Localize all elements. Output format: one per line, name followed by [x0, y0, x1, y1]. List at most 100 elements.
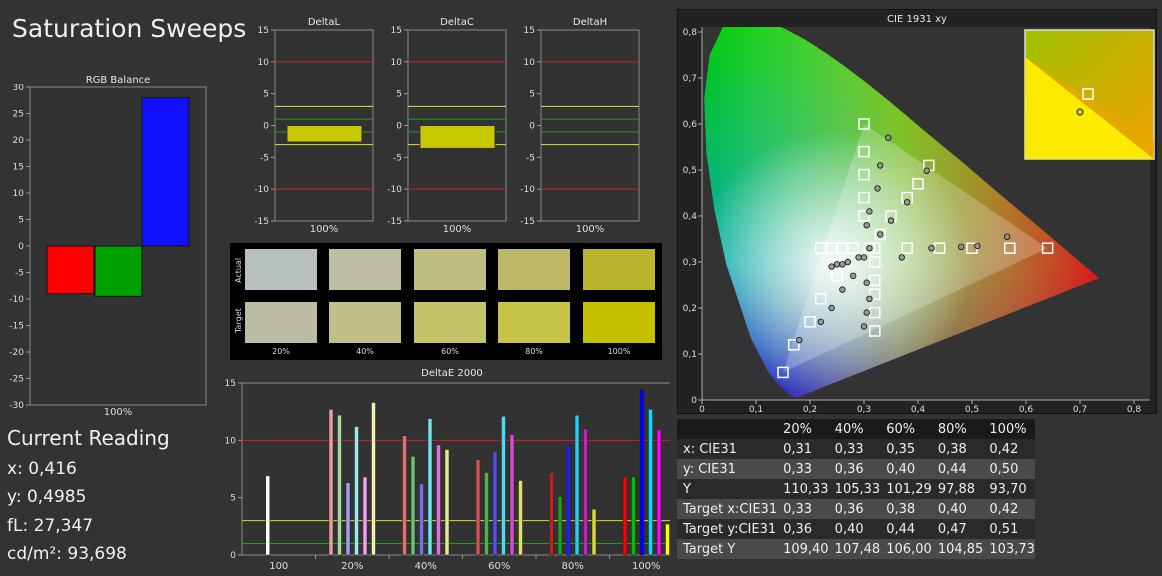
- deltae-bar: [648, 409, 653, 556]
- delta-y-tick-label: 0: [396, 122, 402, 132]
- deltae-chart: 15 10 5 0 100 20% 40% 60% 80% 100%: [225, 379, 670, 572]
- table-cell: 101,29: [880, 479, 932, 499]
- swatch-column-label: 40%: [356, 347, 374, 356]
- cie-target-marker: [901, 242, 913, 254]
- cie-actual-point: [876, 231, 884, 238]
- deltae-bar: [444, 449, 450, 556]
- deltae-title: DeltaE 2000: [421, 368, 483, 379]
- rgb-y-tick-label: 10: [13, 189, 25, 199]
- cie-target-marker: [858, 145, 870, 158]
- cie-actual-point: [866, 244, 873, 252]
- cie-target-marker: [1041, 242, 1054, 254]
- delta-y-tick-label: -10: [520, 185, 535, 195]
- cie-target-marker: [858, 210, 870, 222]
- cie-actual-point: [866, 208, 873, 215]
- cie-target-marker: [874, 228, 886, 241]
- deltae-bar: [518, 480, 523, 556]
- delta-y-tick-label: 15: [258, 26, 269, 36]
- swatch-panel: Actual Target 20% 40% 60% 80% 100%: [230, 243, 662, 360]
- cie-target-marker: [863, 242, 876, 254]
- cie-actual-point: [974, 242, 981, 250]
- table-row-label: Target Y: [677, 539, 778, 559]
- rgb-bar-red: [46, 245, 95, 295]
- cie-target-marker: [858, 168, 870, 181]
- table-cell: 0,38: [880, 499, 932, 519]
- swatch-target: [498, 302, 570, 343]
- swatch-target: [329, 302, 401, 343]
- rgb-balance-chart: 30 25 20 15 10 5 0 -5 -10 -15 -20 -25 -30 100%: [9, 84, 207, 418]
- table-row-label: Target y:CIE31: [677, 519, 778, 539]
- deltae-bar: [566, 445, 571, 556]
- delta-chart-deltac: DeltaC 15 10 5 0 -5 -10 -15 100%: [387, 17, 507, 235]
- cie-actual-point: [887, 217, 895, 224]
- table-row-label: y: CIE31: [677, 459, 778, 479]
- delta-x-label: 100%: [443, 224, 472, 235]
- delta-y-tick-label: 10: [391, 58, 403, 68]
- deltae-bar: [492, 451, 498, 556]
- cie-actual-point: [874, 185, 881, 192]
- delta-chart-title: DeltaC: [440, 17, 474, 28]
- deltae-y-tick-label: 10: [225, 436, 237, 446]
- rgb-bar-blue: [141, 97, 190, 247]
- table-cell: 0,33: [777, 499, 829, 519]
- table-cell: 0,33: [777, 459, 829, 479]
- deltae-bar: [656, 429, 662, 556]
- cie-target-marker: [825, 242, 838, 254]
- cie-y-tick-label: 0,2: [683, 304, 697, 314]
- delta-y-tick-label: 0: [529, 122, 535, 132]
- deltae-bar: [484, 472, 489, 556]
- delta-y-tick-label: 10: [258, 58, 270, 68]
- cie-target-marker: [788, 339, 800, 351]
- rgb-x-label: 100%: [104, 407, 133, 418]
- table-row: Target y:CIE31 0,36 0,40 0,44 0,47 0,51: [677, 519, 1035, 539]
- deltae-x-label: 60%: [488, 561, 510, 572]
- swatch-actual: [329, 249, 401, 290]
- cie-x-tick-label: 0: [699, 405, 705, 414]
- deltae-plot-area: [241, 382, 670, 556]
- deltae-y-tick-label: 0: [230, 551, 236, 561]
- delta-x-label: 100%: [576, 224, 605, 235]
- delta-y-tick-label: -5: [393, 153, 402, 163]
- deltae-y-tick-label: 5: [230, 494, 236, 504]
- cie-target-marker: [869, 274, 881, 287]
- cie-target-marker: [804, 316, 816, 328]
- cie-target-marker: [912, 178, 924, 190]
- cie-actual-point: [928, 244, 935, 252]
- deltae-x-label: 40%: [415, 561, 437, 572]
- cie-actual-point: [828, 263, 835, 270]
- cie-actual-point: [839, 286, 846, 293]
- table-cell: 0,33: [828, 439, 881, 459]
- cie-chart: 0 0,1 0,2 0,3 0,4 0,5 0,6 0,7 0,8 0,8 0,7 0,6 0,5 0,4…: [683, 27, 1155, 414]
- delta-chart-title: DeltaL: [308, 17, 341, 28]
- delta-y-tick-label: 15: [391, 26, 402, 36]
- deltae-bar: [665, 523, 670, 556]
- table-cell: 104,85: [931, 539, 984, 559]
- delta-y-tick-label: -10: [387, 185, 402, 195]
- table-row-label: Y: [677, 479, 778, 499]
- table-cell: 0,36: [828, 499, 881, 519]
- cie-actual-point: [855, 254, 862, 261]
- swatch-target: [414, 302, 486, 343]
- cie-actual-point: [898, 254, 905, 261]
- cie-x-tick-label: 0,3: [857, 405, 871, 414]
- inset-actual-point: [1076, 108, 1084, 116]
- swatch-target: [245, 302, 317, 343]
- swatch-row-label-target: Target: [234, 308, 243, 333]
- deltae-bar: [475, 459, 481, 556]
- table-cell: 0,47: [931, 519, 984, 539]
- swatch-column-label: 100%: [607, 347, 631, 356]
- table-cell: 0,40: [880, 459, 932, 479]
- delta-charts: DeltaL 15 10 5 0 -5 -10 -15 100% DeltaC 15 10 5 0 -5 -1…: [255, 17, 640, 235]
- cie-target-marker: [1004, 242, 1016, 254]
- swatch-actual: [414, 249, 486, 290]
- delta-y-tick-label: 0: [263, 122, 269, 132]
- delta-y-tick-label: -10: [255, 185, 269, 195]
- table-cell: 93,70: [983, 479, 1035, 499]
- deltae-bar: [419, 483, 424, 556]
- delta-chart-deltah: DeltaH 15 10 5 0 -5 -10 -15 100%: [520, 17, 640, 235]
- rgb-y-tick-label: 15: [13, 163, 24, 173]
- deltae-x-label: 20%: [341, 561, 363, 572]
- deltae-bar: [574, 414, 580, 556]
- table-header-row: 20% 40% 60% 80% 100%: [677, 419, 1035, 439]
- rgb-y-tick-label: 5: [18, 216, 24, 226]
